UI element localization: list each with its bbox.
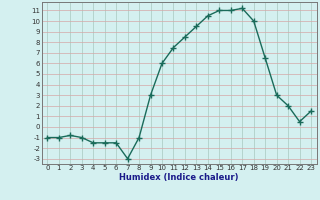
X-axis label: Humidex (Indice chaleur): Humidex (Indice chaleur) xyxy=(119,173,239,182)
